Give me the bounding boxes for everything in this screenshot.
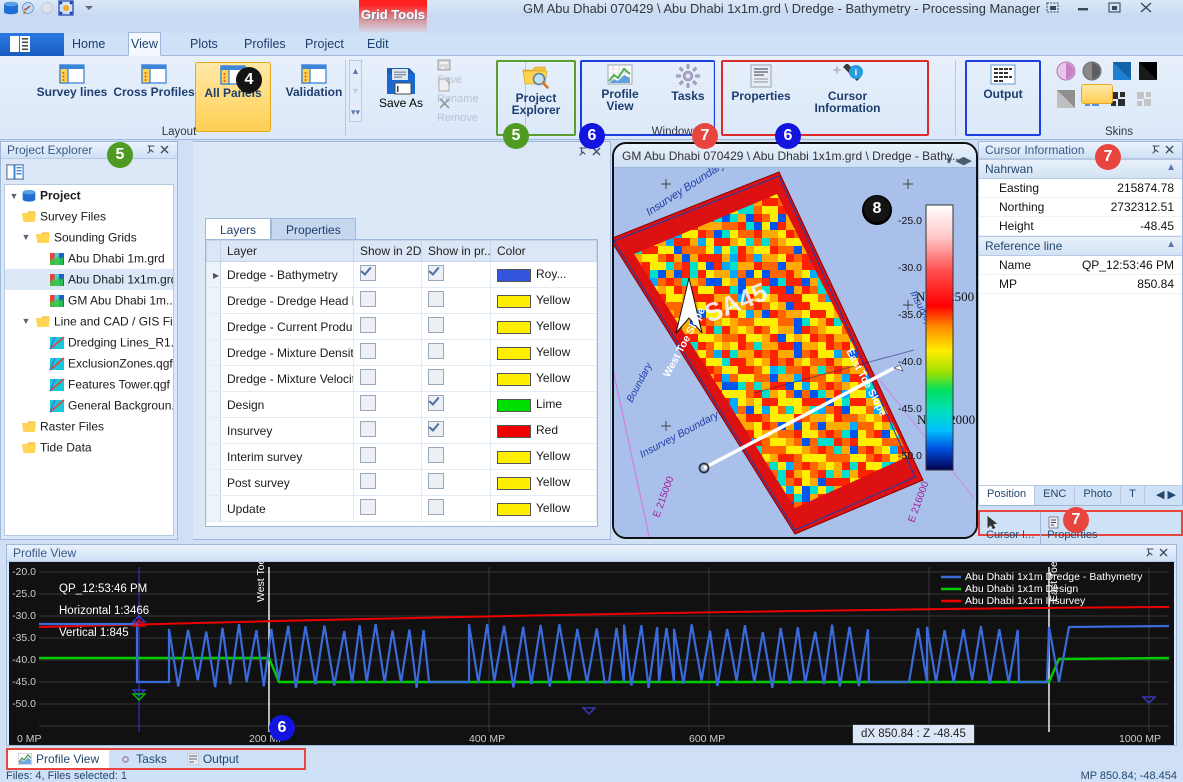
svg-text:600 MP: 600 MP bbox=[689, 733, 725, 745]
svg-text:-30.0: -30.0 bbox=[12, 610, 36, 622]
svg-text:-50.0: -50.0 bbox=[12, 698, 36, 710]
svg-text:i: i bbox=[854, 68, 857, 79]
svg-text:1000 MP: 1000 MP bbox=[1119, 733, 1161, 745]
svg-text:-50.0: -50.0 bbox=[898, 450, 922, 462]
svg-text:-20.0: -20.0 bbox=[12, 566, 36, 578]
svg-text:-25.0: -25.0 bbox=[898, 215, 922, 227]
svg-text:West Toe Slope: West Toe Slope bbox=[255, 562, 267, 602]
svg-text:-35.0: -35.0 bbox=[898, 309, 922, 321]
svg-text:-30.0: -30.0 bbox=[898, 262, 922, 274]
svg-text:0 MP: 0 MP bbox=[17, 733, 42, 745]
svg-text:400 MP: 400 MP bbox=[469, 733, 505, 745]
svg-text:-35.0: -35.0 bbox=[12, 632, 36, 644]
svg-text:Abu Dhabi 1x1m Design: Abu Dhabi 1x1m Design bbox=[965, 583, 1078, 595]
svg-text:-40.0: -40.0 bbox=[12, 654, 36, 666]
svg-text:Vertical 1:845: Vertical 1:845 bbox=[59, 627, 129, 639]
svg-text:-25.0: -25.0 bbox=[12, 588, 36, 600]
svg-text:Abu Dhabi 1x1m Insurvey: Abu Dhabi 1x1m Insurvey bbox=[965, 595, 1086, 607]
svg-text:Horizontal 1:3466: Horizontal 1:3466 bbox=[59, 605, 149, 617]
svg-text:QP_12:53:46 PM: QP_12:53:46 PM bbox=[59, 583, 147, 595]
svg-text:-45.0: -45.0 bbox=[12, 676, 36, 688]
svg-text:Abu Dhabi 1x1m Dredge - Bathym: Abu Dhabi 1x1m Dredge - Bathymetry bbox=[965, 571, 1143, 583]
svg-text:-40.0: -40.0 bbox=[898, 356, 922, 368]
svg-text:-45.0: -45.0 bbox=[898, 403, 922, 415]
